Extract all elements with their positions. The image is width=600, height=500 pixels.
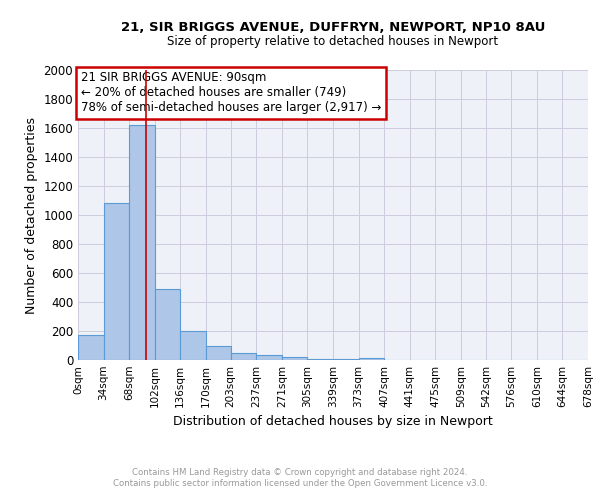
Bar [104, 204, 129, 360]
Bar [206, 346, 230, 360]
Bar [282, 357, 307, 360]
Text: Contains HM Land Registry data © Crown copyright and database right 2024.: Contains HM Land Registry data © Crown c… [132, 468, 468, 477]
Text: 21, SIR BRIGGS AVENUE, DUFFRYN, NEWPORT, NP10 8AU: 21, SIR BRIGGS AVENUE, DUFFRYN, NEWPORT,… [121, 21, 545, 34]
Text: 21 SIR BRIGGS AVENUE: 90sqm
← 20% of detached houses are smaller (749)
78% of se: 21 SIR BRIGGS AVENUE: 90sqm ← 20% of det… [80, 72, 381, 114]
Text: Contains public sector information licensed under the Open Government Licence v3: Contains public sector information licen… [113, 480, 487, 488]
Bar [359, 358, 384, 360]
Bar [256, 355, 282, 360]
Bar [129, 125, 155, 360]
X-axis label: Distribution of detached houses by size in Newport: Distribution of detached houses by size … [173, 416, 493, 428]
Bar [230, 354, 256, 360]
Y-axis label: Number of detached properties: Number of detached properties [25, 116, 38, 314]
Text: Size of property relative to detached houses in Newport: Size of property relative to detached ho… [167, 34, 499, 48]
Bar [78, 336, 104, 360]
Bar [155, 289, 181, 360]
Bar [181, 331, 206, 360]
